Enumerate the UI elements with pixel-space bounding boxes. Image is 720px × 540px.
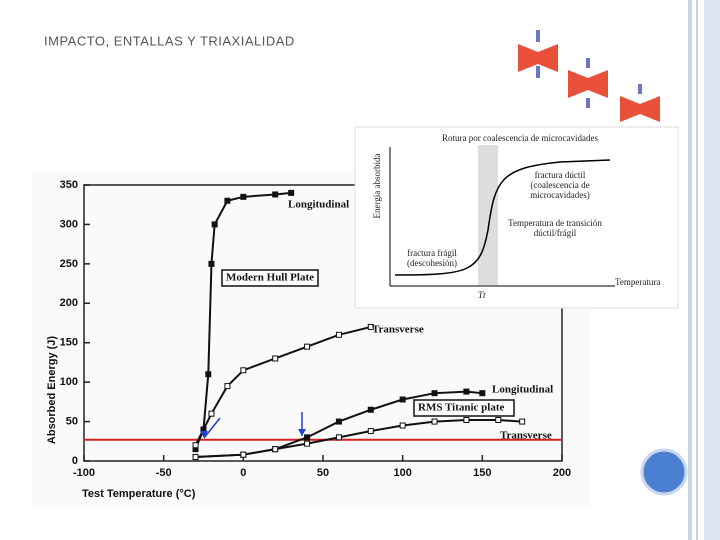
annotation-box: [221, 269, 319, 287]
point: [240, 193, 247, 200]
border: [704, 0, 720, 540]
inset-y-label: Energía absorbida: [372, 153, 382, 218]
point: [304, 434, 311, 441]
series-label: Longitudinal: [492, 384, 553, 396]
specimen-image: [503, 25, 675, 130]
point: [399, 422, 406, 429]
arrow-head: [298, 429, 306, 436]
border: [688, 0, 692, 540]
inset-x-label: Temperatura: [615, 277, 660, 287]
x-tick-label: 150: [473, 467, 491, 479]
y-tick-label: 0: [72, 455, 78, 467]
point: [272, 191, 279, 198]
x-tick-label: -100: [73, 467, 95, 479]
point: [211, 221, 218, 228]
point: [399, 396, 406, 403]
inset-label: microcavidades): [530, 190, 589, 200]
y-tick-label: 150: [60, 337, 78, 349]
inset-label: dúctil/frágil: [534, 228, 577, 238]
decor-circle: [640, 448, 688, 496]
annotation: Modern Hull Plate: [226, 272, 314, 284]
slide-title: IMPACTO, ENTALLAS Y TRIAXIALIDAD: [44, 33, 295, 48]
y-tick-label: 350: [60, 179, 78, 191]
point: [304, 343, 311, 350]
point: [224, 383, 231, 390]
x-tick-label: 0: [240, 467, 246, 479]
y-tick-label: 200: [60, 297, 78, 309]
point: [208, 260, 215, 267]
point: [272, 446, 279, 453]
y-tick-label: 100: [60, 376, 78, 388]
inset: Rotura por coalescencia de microcavidade…: [354, 126, 679, 309]
arrow-head: [200, 431, 208, 438]
x-tick-label: -50: [156, 467, 172, 479]
annotation-box: [413, 399, 515, 417]
point: [192, 442, 199, 449]
y-axis-label: Absorbed Energy (J): [46, 336, 58, 445]
point: [335, 418, 342, 425]
point: [519, 418, 526, 425]
point: [463, 388, 470, 395]
point: [367, 323, 374, 330]
main-chart: 0 50 100 150 200 250 300 350 -100 -50 0 50 100 150 200…: [46, 179, 571, 500]
series-line: [194, 325, 372, 446]
point: [272, 355, 279, 362]
annotation: RMS Titanic plate: [418, 402, 504, 414]
point: [208, 410, 215, 417]
point: [479, 390, 486, 397]
inset-label: fractura frágil: [407, 248, 457, 258]
inset-caption: Rotura por coalescencia de microcavidade…: [442, 133, 598, 143]
point: [240, 451, 247, 458]
series-label: Transverse: [372, 324, 424, 336]
series-label: Transverse: [500, 430, 552, 442]
x-tick-label: 50: [317, 467, 329, 479]
point: [495, 416, 502, 423]
border: [696, 0, 698, 540]
point: [367, 406, 374, 413]
point: [240, 367, 247, 374]
y-tick-label: 50: [66, 415, 78, 427]
point: [463, 416, 470, 423]
point: [192, 454, 199, 461]
arrow: [203, 417, 221, 439]
x-tick-label: 200: [553, 467, 571, 479]
point: [224, 197, 231, 204]
x-axis-label: Test Temperature (°C): [82, 488, 196, 500]
inset-label: Temperatura de transición: [508, 218, 602, 228]
point: [288, 189, 295, 196]
point: [304, 440, 311, 447]
point: [431, 418, 438, 425]
inset-label: (coalescencia de: [530, 180, 589, 190]
point: [335, 331, 342, 338]
inset-label: fractura dúctil: [535, 170, 586, 180]
y-tick-label: 250: [60, 258, 78, 270]
x-tick-label: 100: [393, 467, 411, 479]
inset-tt: Tt: [478, 290, 486, 300]
y-tick-label: 300: [60, 218, 78, 230]
point: [205, 371, 212, 378]
series-label: Longitudinal: [288, 199, 349, 211]
point: [335, 434, 342, 441]
point: [431, 390, 438, 397]
inset-label: (descohesión): [407, 258, 457, 268]
point: [367, 428, 374, 435]
